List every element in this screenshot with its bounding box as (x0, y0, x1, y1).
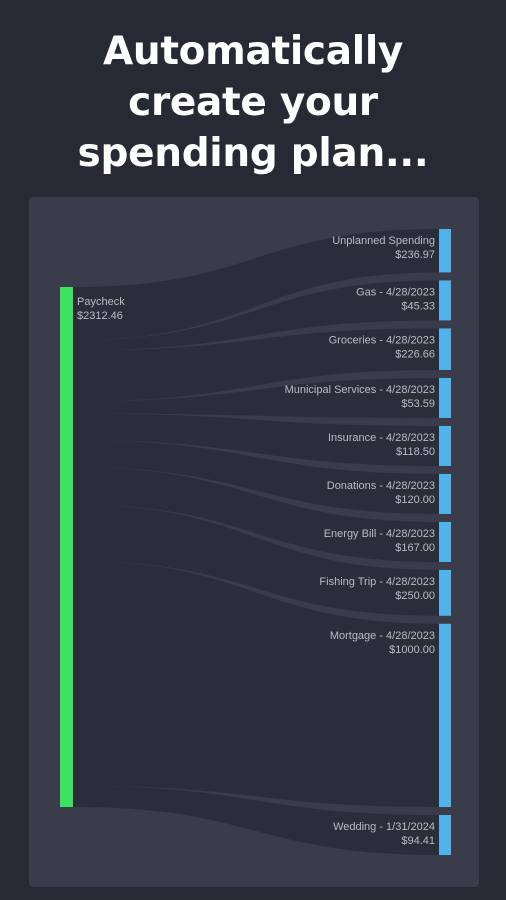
sankey-target-node (439, 425, 451, 466)
headline-line-3: spending plan... (77, 131, 429, 176)
sankey-target-node (439, 473, 451, 514)
sankey-flow (73, 504, 439, 616)
target-value-label: $120.00 (395, 494, 435, 506)
sankey-target-node (439, 569, 451, 616)
sankey-chart: Unplanned Spending $236.97 Gas - 4/28/2023… (60, 229, 451, 855)
target-label: Gas - 4/28/2023 (356, 286, 435, 298)
target-label: Energy Bill - 4/28/2023 (324, 528, 435, 540)
sankey-target-node (439, 229, 451, 273)
sankey-source-node (60, 287, 73, 807)
sankey-flow (73, 229, 439, 341)
sankey-flow (73, 785, 439, 855)
target-value-label: $45.33 (401, 300, 435, 312)
sankey-nodes (60, 229, 451, 855)
target-value-label: $118.50 (396, 446, 435, 458)
sankey-flow (73, 377, 439, 418)
target-value-label: $94.41 (401, 835, 435, 847)
target-label: Groceries - 4/28/2023 (329, 334, 435, 346)
target-label: Municipal Services - 4/28/2023 (285, 384, 435, 396)
sankey-flow (73, 280, 439, 351)
source-label: Paycheck (77, 296, 125, 308)
sankey-labels: Unplanned Spending $236.97 Gas - 4/28/2023… (77, 235, 435, 847)
target-value-label: $250.00 (395, 590, 435, 602)
sankey-target-node (439, 377, 451, 418)
target-value-label: $236.97 (395, 249, 435, 261)
sankey-flow (73, 328, 439, 402)
sankey-flow (73, 413, 439, 466)
sankey-target-node (439, 815, 451, 855)
sankey-panel: Unplanned Spending $236.97 Gas - 4/28/2023… (29, 197, 479, 887)
target-value-label: $226.66 (395, 348, 435, 360)
target-label: Mortgage - 4/28/2023 (330, 630, 435, 642)
sankey-target-node (439, 521, 451, 562)
sankey-flow (73, 560, 439, 807)
target-label: Donations - 4/28/2023 (327, 480, 435, 492)
source-value-label: $2312.46 (77, 310, 123, 322)
headline-line-1: Automatically (102, 29, 404, 74)
sankey-target-node (439, 280, 451, 321)
target-value-label: $53.59 (401, 398, 435, 410)
headline-line-2: create your (128, 80, 378, 125)
target-label: Wedding - 1/31/2024 (333, 821, 435, 833)
target-label: Fishing Trip - 4/28/2023 (319, 576, 435, 588)
sankey-flow (73, 467, 439, 562)
sankey-target-node (439, 328, 451, 370)
target-label: Unplanned Spending (332, 235, 435, 247)
sankey-target-node (439, 623, 451, 807)
sankey-flows (73, 229, 439, 855)
target-value-label: $1000.00 (389, 644, 435, 656)
headline: Automatically create your spending plan.… (0, 26, 506, 179)
sankey-flow (73, 440, 439, 514)
target-value-label: $167.00 (395, 542, 435, 554)
target-label: Insurance - 4/28/2023 (328, 432, 435, 444)
